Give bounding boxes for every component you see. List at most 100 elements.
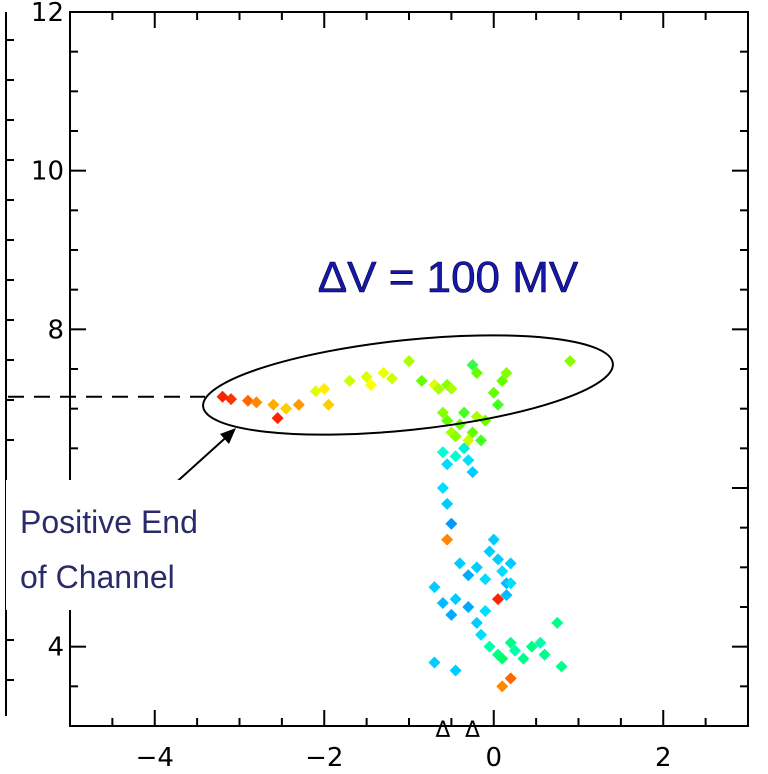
data-point <box>508 644 521 657</box>
data-point <box>538 648 551 661</box>
data-point <box>475 434 488 447</box>
delta-v-annotation: ΔV = 100 MV <box>318 253 579 302</box>
axis-tick-labels: −4 −2 0 2 4 8 10 12 <box>31 0 672 773</box>
data-point <box>504 577 517 590</box>
data-point <box>487 533 500 546</box>
x-axis-triangle-marker: Δ <box>465 718 480 743</box>
y-tick-label: 4 <box>47 633 64 663</box>
x-tick-label: 2 <box>655 743 672 773</box>
positive-end-label-line1: Positive End <box>20 504 198 540</box>
data-point <box>462 569 475 582</box>
data-point <box>525 640 538 653</box>
data-point <box>432 382 445 395</box>
left-partial-axis <box>5 12 14 716</box>
data-point <box>318 382 331 395</box>
x-tick-label: −4 <box>136 743 174 773</box>
data-point <box>250 396 263 409</box>
annotation-text-background <box>6 480 306 610</box>
data-point <box>458 442 471 455</box>
data-point <box>483 640 496 653</box>
data-point <box>462 454 475 467</box>
data-point <box>470 616 483 629</box>
data-point <box>441 497 454 510</box>
data-point <box>500 589 513 602</box>
data-point <box>436 482 449 494</box>
data-point <box>496 652 509 665</box>
data-point <box>445 517 458 530</box>
data-point <box>458 406 471 419</box>
y-tick-label: 8 <box>47 315 64 345</box>
data-point <box>491 398 504 411</box>
data-point <box>445 382 458 395</box>
data-point <box>479 604 492 617</box>
data-point <box>466 426 479 439</box>
data-point <box>534 636 547 649</box>
data-point <box>267 398 280 411</box>
data-point <box>386 372 399 385</box>
data-point <box>496 565 509 578</box>
data-point <box>441 414 454 427</box>
data-point <box>436 406 449 419</box>
data-point <box>564 355 577 368</box>
data-point <box>449 430 462 443</box>
annotation-arrowhead <box>220 428 236 444</box>
data-point <box>271 412 284 425</box>
plot-frame <box>69 11 749 727</box>
positive-end-label-line2: of Channel <box>20 559 175 595</box>
highlight-ellipse <box>202 334 614 436</box>
data-point <box>462 601 475 613</box>
data-point <box>241 394 254 407</box>
data-point <box>428 581 441 594</box>
data-point <box>504 557 517 570</box>
data-point <box>551 616 564 629</box>
data-point <box>309 385 322 398</box>
data-point <box>479 573 492 586</box>
data-point <box>436 446 449 459</box>
data-point <box>470 561 483 574</box>
y-tick-label: 12 <box>31 0 64 28</box>
data-point <box>449 593 462 606</box>
data-point <box>449 664 462 677</box>
data-point <box>466 466 479 479</box>
y-tick-label: 10 <box>31 157 64 187</box>
data-point <box>462 434 475 447</box>
data-point <box>441 533 454 546</box>
data-point <box>496 374 509 387</box>
data-point <box>364 378 377 391</box>
data-point <box>216 390 229 403</box>
data-point <box>280 402 293 415</box>
data-point <box>377 366 390 379</box>
data-point <box>491 553 504 566</box>
data-point <box>292 398 305 411</box>
data-point <box>496 680 509 693</box>
data-point <box>403 355 415 368</box>
data-point <box>504 672 517 685</box>
axis-ticks <box>70 12 748 726</box>
data-point <box>479 414 492 427</box>
data-point <box>504 636 517 649</box>
x-tick-label: −2 <box>305 743 343 773</box>
data-point <box>470 366 483 379</box>
x-tick-label: 0 <box>485 743 502 773</box>
data-point <box>449 450 462 463</box>
x-axis-triangle-marker: Δ <box>435 718 450 743</box>
data-point <box>491 593 504 606</box>
data-point <box>343 374 356 387</box>
data-point <box>453 557 466 570</box>
data-point <box>436 597 449 610</box>
data-point <box>500 366 513 379</box>
data-point <box>360 370 373 383</box>
data-point <box>415 374 428 387</box>
data-points <box>216 355 577 693</box>
data-point <box>445 608 458 621</box>
data-point <box>475 628 488 641</box>
data-point <box>487 386 500 399</box>
data-point <box>322 398 335 411</box>
data-point <box>555 660 568 673</box>
data-point <box>466 359 479 372</box>
data-point <box>517 652 530 665</box>
data-point <box>428 656 441 669</box>
data-point <box>225 393 238 406</box>
